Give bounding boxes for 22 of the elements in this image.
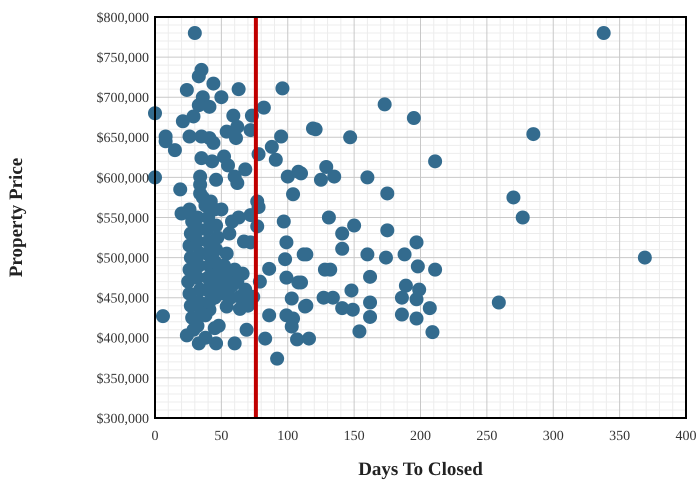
x-tick-label: 50 [214,429,228,444]
y-tick-label: $700,000 [96,91,149,106]
x-tick-label: 150 [344,429,365,444]
x-tick-label: 200 [410,429,431,444]
y-tick-label: $550,000 [96,211,149,226]
x-tick-label: 0 [152,429,158,444]
y-tick-label: $650,000 [96,131,149,146]
x-tick-label: 350 [609,429,630,444]
x-tick-label: 250 [476,429,498,444]
y-tick-label: $450,000 [96,292,149,307]
x-tick-label: 100 [277,429,298,444]
x-axis-title: Days To Closed [358,459,484,480]
y-tick-label: $400,000 [96,332,149,347]
x-tick-label: 400 [676,429,696,444]
y-tick-label: $750,000 [96,51,149,66]
y-axis-title: Property Price [6,158,27,278]
x-tick-label: 300 [542,429,564,444]
y-tick-label: $800,000 [96,10,149,26]
y-tick-label: $600,000 [96,171,149,186]
y-tick-label: $300,000 [96,412,149,427]
y-tick-label: $350,000 [96,372,149,387]
y-tick-label: $500,000 [96,252,149,266]
